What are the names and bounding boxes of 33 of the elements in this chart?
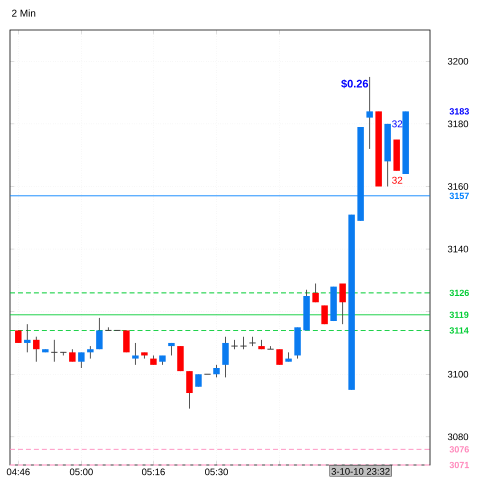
ref-line-label: 3119 <box>450 312 468 318</box>
chart-title: 2 Min <box>12 9 36 17</box>
ref-line-label: 3126 <box>450 290 469 296</box>
candlestick <box>240 336 248 350</box>
y-tick-label: 3080 <box>448 433 468 440</box>
annotation: 32 <box>392 120 402 128</box>
annotation: 32 <box>392 176 402 184</box>
y-tick-label: 3160 <box>448 183 468 190</box>
candlestick <box>266 346 274 350</box>
candlestick <box>60 352 67 356</box>
candlestick <box>87 346 94 360</box>
ref-line-label: 3071 <box>450 462 470 468</box>
candlestick <box>132 342 139 366</box>
y-tick-label: 3200 <box>448 58 468 65</box>
y-tick-label: 3180 <box>448 120 468 128</box>
annotation: $0.26 <box>341 79 368 88</box>
y-tick-label: 3140 <box>448 246 468 252</box>
candlestick <box>50 339 58 362</box>
x-tick-label: 05:30 <box>205 468 228 476</box>
x-tick-label: 04:46 <box>6 468 30 476</box>
y-tick-label: 3100 <box>448 370 468 378</box>
text: 3183 <box>450 108 469 115</box>
x-tick-label: 05:00 <box>70 468 93 476</box>
candlestick <box>248 336 256 347</box>
ref-line-label: 3157 <box>450 192 469 200</box>
candlestick <box>230 339 238 350</box>
text: 3-10-10 23:32 <box>332 468 390 475</box>
ref-line-label: 3076 <box>450 446 469 453</box>
candlestick <box>24 324 31 353</box>
candlestick <box>366 76 373 150</box>
ref-line-label: 3114 <box>450 327 469 334</box>
candlestick <box>104 326 112 331</box>
x-tick-label: 05:16 <box>142 468 165 476</box>
